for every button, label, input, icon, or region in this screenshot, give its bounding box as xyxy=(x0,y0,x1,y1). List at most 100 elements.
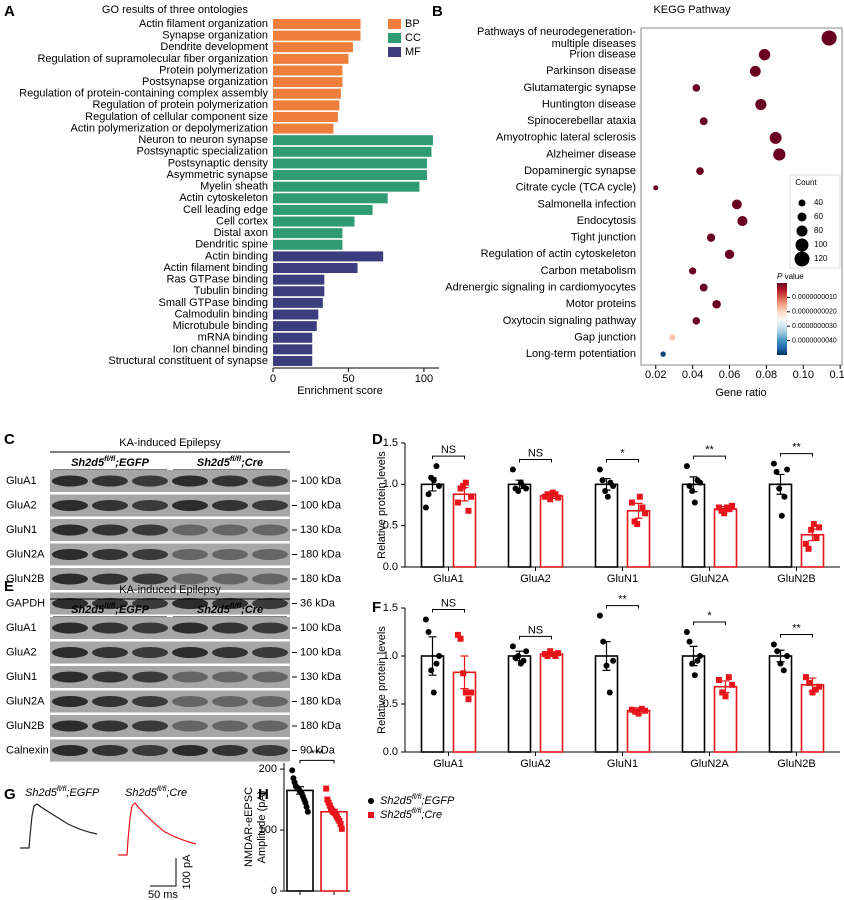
point xyxy=(729,502,736,509)
bar xyxy=(273,88,341,99)
colorbar-tick-label: 0.0000000030 xyxy=(792,323,837,330)
colorbar-title: P value xyxy=(777,272,804,281)
category-label: Ras GTPase binding xyxy=(167,274,269,286)
legend-swatch xyxy=(388,33,401,43)
suffix: ;Cre xyxy=(166,787,187,799)
point xyxy=(781,493,788,500)
size-legend-marker xyxy=(796,225,808,237)
point xyxy=(336,817,343,824)
blot-band xyxy=(172,647,208,658)
bar xyxy=(507,655,532,753)
point xyxy=(810,521,817,528)
colorbar-tick-label: 0.0000000010 xyxy=(792,294,837,301)
bar xyxy=(681,655,706,753)
blot-band xyxy=(212,549,248,560)
protein-label: GluN1 xyxy=(6,671,37,683)
point xyxy=(465,507,472,514)
bar xyxy=(273,251,384,262)
point xyxy=(809,689,816,696)
blot-band xyxy=(52,720,88,732)
condition-label: KA-induced Epilepsy xyxy=(119,584,221,596)
title-rest: value xyxy=(782,272,804,281)
point xyxy=(699,117,708,126)
colorbar-tick-label: 0.0000000040 xyxy=(792,337,837,344)
suffix: ;EGFP xyxy=(66,787,100,799)
category-label: Actin filament organization xyxy=(139,18,268,30)
significance-label: NS xyxy=(441,597,456,609)
blot-band xyxy=(52,622,88,634)
significance-label: ** xyxy=(705,444,714,456)
point xyxy=(694,657,701,664)
bar xyxy=(539,495,564,568)
size-label: 100 kDa xyxy=(300,499,342,511)
category-label: Dopaminergic synapse xyxy=(524,165,636,177)
label-line: multiple diseases xyxy=(552,38,637,50)
point xyxy=(691,672,698,679)
point xyxy=(430,689,437,696)
point xyxy=(509,466,516,473)
x-tick-label: GluN2A xyxy=(690,758,729,770)
y-tick-label: 1.0 xyxy=(383,650,398,662)
blot-band xyxy=(92,720,128,732)
size-label: 100 kDa xyxy=(300,475,342,487)
bar xyxy=(626,709,651,753)
blot-band xyxy=(212,671,248,683)
point xyxy=(523,648,530,655)
size-label: 90 kDa xyxy=(300,744,336,756)
bar xyxy=(273,263,358,274)
blot-band xyxy=(52,475,88,487)
point xyxy=(696,167,704,175)
error-bar xyxy=(547,492,556,499)
point xyxy=(323,785,330,792)
blot-band xyxy=(212,720,248,732)
size-legend-label: 60 xyxy=(814,212,823,221)
bar xyxy=(273,42,353,53)
label-line: Pathways of neurodegeneration- xyxy=(477,26,636,38)
point xyxy=(642,707,649,714)
bar xyxy=(713,508,738,568)
category-label: Myelin sheath xyxy=(200,181,268,193)
group-label: Sh2d5fl/fl;Cre xyxy=(197,601,263,616)
y-tick-label: 1.5 xyxy=(383,602,398,614)
point xyxy=(596,466,603,473)
point xyxy=(784,466,791,473)
x-tick-label: 0.06 xyxy=(719,369,740,381)
point xyxy=(689,487,696,494)
point xyxy=(724,249,735,260)
gene: Sh2d5 xyxy=(380,795,413,807)
point xyxy=(699,283,708,292)
error-bar xyxy=(634,502,643,519)
bar xyxy=(273,274,325,285)
significance-label: NS xyxy=(441,444,456,456)
size-label: 180 kDa xyxy=(300,695,342,707)
size-legend-label: 120 xyxy=(814,254,828,263)
point xyxy=(755,98,767,111)
x-tick-label: 50 xyxy=(342,373,354,385)
panel-letter: G xyxy=(4,786,16,803)
y-axis-label: Relative protein levels xyxy=(376,451,388,559)
error-bar xyxy=(689,476,698,493)
legend-label: Sh2d5fl/fl;EGFP xyxy=(380,792,455,807)
point xyxy=(555,650,562,657)
bar xyxy=(420,483,445,568)
size-legend-marker xyxy=(794,251,810,267)
bar xyxy=(273,77,343,88)
error-bar xyxy=(689,645,698,667)
point xyxy=(692,317,701,325)
blot-band xyxy=(92,696,128,707)
point xyxy=(774,648,781,655)
protein-label: GluN2A xyxy=(6,695,45,707)
bar xyxy=(273,309,319,320)
significance-bracket xyxy=(606,458,639,463)
suffix: ;Cre xyxy=(241,604,263,616)
x-tick-label: GluN2A xyxy=(690,573,729,585)
bar xyxy=(273,53,349,64)
point xyxy=(289,767,296,774)
size-label: 130 kDa xyxy=(300,524,342,536)
x-tick-label: GluA2 xyxy=(520,758,551,770)
significance-label: * xyxy=(707,610,712,622)
point xyxy=(729,681,736,688)
size-label: 100 kDa xyxy=(300,646,342,658)
bar xyxy=(273,100,340,111)
